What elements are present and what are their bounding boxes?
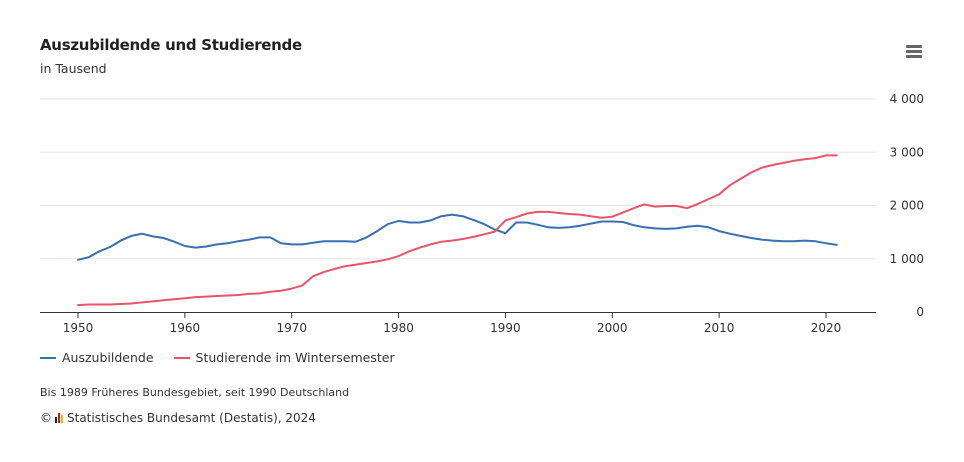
legend-item-studierende[interactable]: Studierende im Wintersemester <box>173 350 395 365</box>
x-tick-label: 1960 <box>170 321 201 335</box>
legend-swatch-auszubildende <box>40 356 56 359</box>
copyright-symbol: © <box>40 411 52 425</box>
legend-swatch-studierende <box>173 356 190 359</box>
x-tick-label: 1980 <box>383 321 414 335</box>
legend-item-auszubildende[interactable]: Auszubildende <box>40 350 154 365</box>
y-tick-label: 0 <box>916 305 924 319</box>
source-credit: © Statistisches Bundesamt (Destatis), 20… <box>40 411 316 425</box>
hamburger-menu-icon[interactable] <box>904 43 924 61</box>
x-tick-label: 2000 <box>597 321 628 335</box>
footnote: Bis 1989 Früheres Bundesgebiet, seit 199… <box>40 386 350 399</box>
chart-title: Auszubildende und Studierende <box>40 36 302 54</box>
x-tick-label: 1950 <box>63 321 94 335</box>
grid-lines <box>40 98 876 260</box>
axis-tick-labels: 0 1 000 2 000 3 000 4 000 1950 1960 1970 1980 199… <box>63 92 924 335</box>
legend-label-studierende: Studierende im Wintersemester <box>195 350 395 365</box>
y-tick-label: 3 000 <box>890 145 924 159</box>
x-tick-label: 2010 <box>704 321 735 335</box>
x-tick-label: 1990 <box>490 321 521 335</box>
y-tick-label: 4 000 <box>890 92 924 106</box>
y-tick-label: 2 000 <box>890 199 924 213</box>
series-line-studierende <box>77 154 838 307</box>
x-tick-label: 1970 <box>276 321 307 335</box>
chart-card <box>30 30 930 435</box>
destatis-logo-icon <box>55 413 63 423</box>
x-axis <box>40 312 876 318</box>
x-tick-label: 2020 <box>811 321 842 335</box>
legend: Auszubildende Studierende im Wintersemes… <box>40 350 395 365</box>
series-lines <box>77 154 838 307</box>
chart-subtitle: in Tausend <box>40 61 107 76</box>
series-line-auszubildende <box>77 213 838 261</box>
y-tick-label: 1 000 <box>890 252 924 266</box>
legend-label-auszubildende: Auszubildende <box>62 350 154 365</box>
credit-text: Statistisches Bundesamt (Destatis), 2024 <box>67 411 316 425</box>
